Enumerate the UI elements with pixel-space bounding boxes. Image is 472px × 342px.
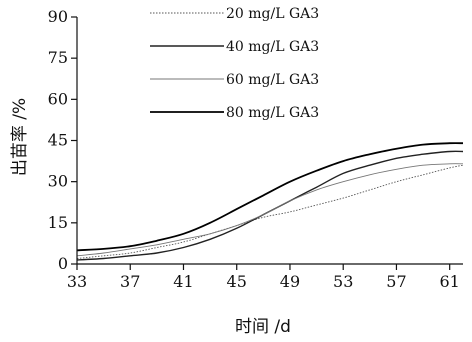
x-tick-label: 45 — [227, 272, 247, 291]
y-tick-label: 0 — [58, 254, 68, 273]
y-tick-label: 75 — [48, 48, 68, 67]
x-tick-label: 33 — [67, 272, 87, 291]
legend-label-1: 20 mg/L GA3 — [226, 6, 319, 22]
ticks: 0 15 30 45 60 75 90 33 37 41 45 49 53 57 61 — [48, 7, 460, 291]
x-tick-label: 53 — [333, 272, 353, 291]
x-tick-label: 57 — [386, 272, 406, 291]
series-line-3 — [76, 163, 464, 257]
legend-label-2: 40 mg/L GA3 — [226, 39, 319, 55]
x-tick-label: 37 — [120, 272, 140, 291]
series-line-1 — [76, 164, 464, 259]
legend-label-3: 60 mg/L GA3 — [226, 72, 319, 88]
y-tick-label: 60 — [48, 89, 68, 108]
y-tick-label: 30 — [48, 172, 68, 191]
x-tick-label: 49 — [280, 272, 300, 291]
y-tick-label: 45 — [48, 131, 68, 150]
y-axis-title: 出苗率 /% — [10, 98, 30, 176]
y-tick-label: 90 — [48, 7, 68, 26]
x-tick-label: 61 — [440, 272, 460, 291]
x-tick-label: 41 — [173, 272, 193, 291]
y-tick-label: 15 — [48, 213, 68, 232]
legend: 20 mg/L GA3 40 mg/L GA3 60 mg/L GA3 80 mg/L… — [150, 6, 319, 121]
x-axis-title: 时间 /d — [235, 317, 291, 337]
legend-label-4: 80 mg/L GA3 — [226, 105, 319, 121]
plot-lines — [76, 142, 464, 261]
series-line-4 — [76, 142, 464, 252]
